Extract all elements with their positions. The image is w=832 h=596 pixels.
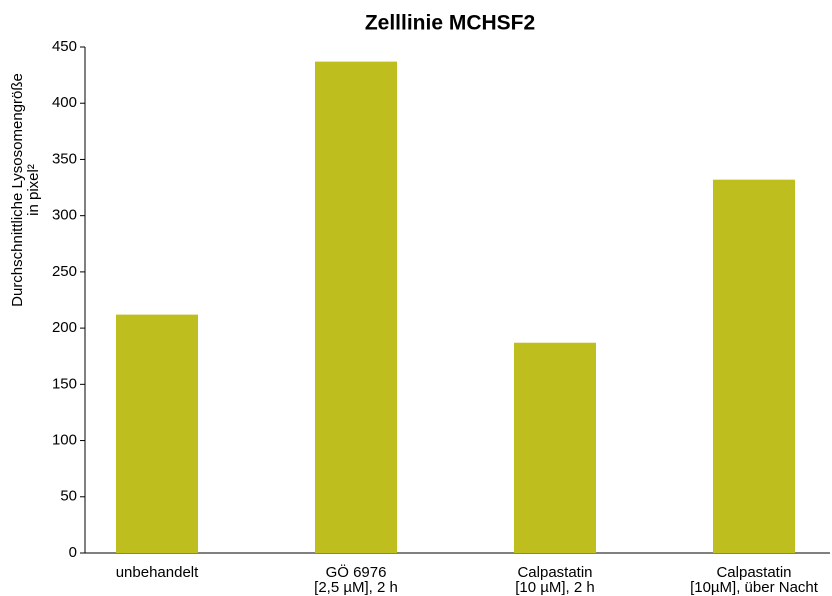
bar [713,179,795,553]
y-tick-label: 250 [52,263,77,280]
x-tick-label: GÖ 6976 [326,563,387,581]
chart-title: Zelllinie MCHSF2 [365,12,535,35]
y-axis-label: in pixel² [25,164,42,216]
y-tick-label: 100 [52,432,77,449]
y-tick-label: 150 [52,375,77,392]
x-tick-label: Calpastatin [716,564,791,581]
y-tick-label: 200 [52,319,77,336]
y-tick-label: 450 [52,38,77,55]
y-tick-label: 400 [52,94,77,111]
bar [315,61,397,554]
y-tick-label: 350 [52,150,77,167]
y-tick-label: 50 [60,488,77,505]
y-tick-label: 300 [52,207,77,224]
y-tick-label: 0 [69,544,77,561]
bar [514,342,596,553]
x-tick-label: [10µM], über Nacht [690,579,819,596]
y-axis-label: Durchschnittliche Lysosomengröße [9,73,26,307]
x-tick-label: Calpastatin [517,564,592,581]
x-tick-label: unbehandelt [116,564,199,581]
x-tick-label: [10 µM], 2 h [515,579,595,596]
x-tick-label: [2,5 µM], 2 h [314,579,398,596]
bar [116,314,198,553]
